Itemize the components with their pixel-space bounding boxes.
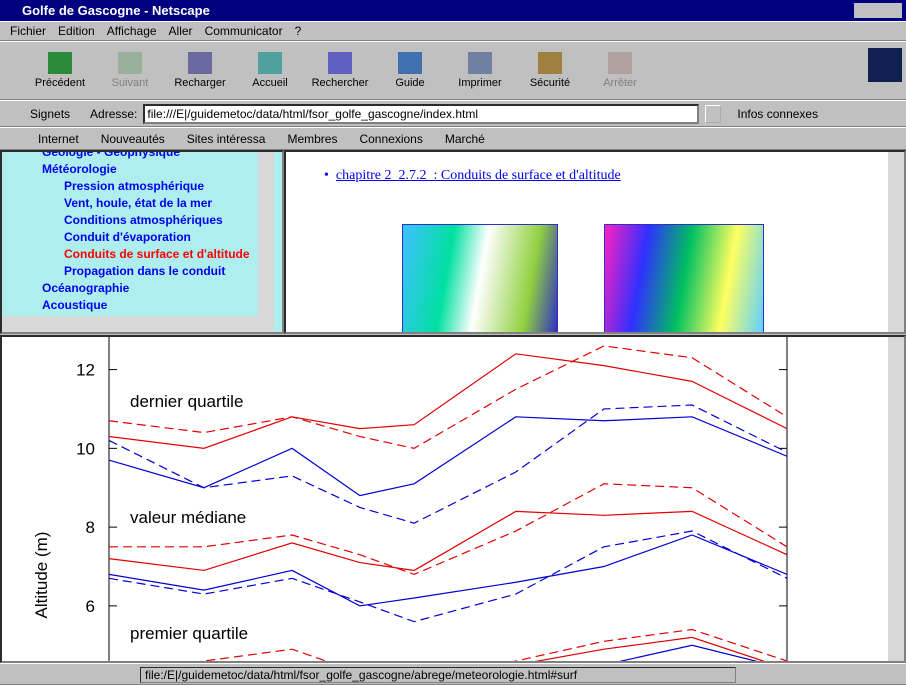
button-label: Sécurité	[529, 77, 571, 89]
series-line	[109, 530, 787, 623]
button-label: Guide	[395, 77, 425, 89]
personal-link[interactable]: Internet	[38, 131, 79, 146]
toolbar-button[interactable]: Précédent	[30, 52, 90, 89]
tree-frame: Géologie - Géophysique Météorologie Pres…	[0, 150, 284, 334]
series-line	[109, 416, 787, 497]
chart-frame: Altitude (m) dernier quartile valeur méd…	[0, 335, 906, 663]
series-line	[109, 534, 787, 607]
chapter-link-row: • chapitre 2 2.7.2 : Conduits de surface…	[324, 168, 621, 183]
menu-item[interactable]: Aller	[168, 24, 193, 38]
menu-item[interactable]: ?	[294, 24, 302, 38]
button-label: Recharger	[174, 77, 226, 89]
annotation: dernier quartile	[130, 392, 243, 411]
navigation-toolbar: Précédent Suivant Recharger Accueil Rech…	[0, 41, 906, 100]
y-tick-label: 6	[86, 597, 95, 616]
y-tick-label: 12	[76, 361, 95, 380]
address-field[interactable]: file:///E|/guidemetoc/data/html/fsor_gol…	[143, 103, 700, 124]
toolbar-button[interactable]: Guide	[380, 52, 440, 89]
address-dropdown[interactable]	[705, 104, 722, 123]
personal-link[interactable]: Membres	[287, 131, 338, 146]
status-text: file:/E|/guidemetoc/data/html/fsor_golfe…	[140, 667, 736, 683]
series-line	[199, 628, 787, 661]
window-title: Golfe de Gascogne - Netscape	[22, 3, 210, 18]
vertical-scrollbar[interactable]	[258, 152, 274, 316]
toolbar-button: Arrêter	[590, 52, 650, 89]
tree-item[interactable]: Pression atmosphérique	[64, 179, 205, 193]
tree-item[interactable]: Vent, houle, état de la mer	[64, 196, 213, 210]
toolbar-button[interactable]: Rechercher	[310, 52, 370, 89]
button-label: Rechercher	[311, 77, 369, 89]
thumbnail[interactable]	[604, 224, 764, 332]
tree-item[interactable]: Géologie - Géophysique	[42, 150, 181, 159]
personal-link[interactable]: Connexions	[359, 131, 423, 146]
tree-item[interactable]: Océanographie	[42, 281, 130, 295]
tree-item[interactable]: Conditions atmosphériques	[64, 213, 223, 227]
toolbar-button: Suivant	[100, 52, 160, 89]
button-label: Imprimer	[458, 77, 502, 89]
series-line	[109, 345, 787, 449]
window-controls[interactable]	[854, 3, 902, 18]
series-line	[109, 404, 787, 524]
menu-item[interactable]: Edition	[58, 24, 95, 38]
tree-item[interactable]: Propagation dans le conduit	[64, 264, 226, 278]
plot-lines	[109, 345, 787, 661]
series-line	[109, 483, 787, 576]
series-line	[109, 353, 787, 449]
location-bar: Signets Adresse: file:///E|/guidemetoc/d…	[0, 100, 906, 127]
menu-bar: Fichier Edition Affichage Aller Communic…	[0, 21, 906, 41]
vertical-scrollbar[interactable]	[888, 152, 904, 332]
menu-item[interactable]: Affichage	[106, 24, 157, 38]
chart: Altitude (m) dernier quartile valeur méd…	[32, 337, 788, 661]
tree-item[interactable]: Conduit d'évaporation	[64, 230, 191, 244]
chapter-link[interactable]: chapitre 2 2.7.2 : Conduits de surface e…	[335, 168, 621, 183]
annotation: premier quartile	[130, 624, 248, 643]
vertical-scrollbar[interactable]	[888, 337, 904, 661]
tree-item[interactable]: Acoustique	[42, 298, 108, 312]
annotation: valeur médiane	[130, 508, 246, 527]
thumbnail[interactable]	[402, 224, 558, 332]
toolbar-button[interactable]: Sécurité	[520, 52, 580, 89]
toolbar-button[interactable]: Recharger	[170, 52, 230, 89]
menu-item[interactable]: Communicator	[204, 24, 283, 38]
personal-link[interactable]: Nouveautés	[100, 131, 165, 146]
y-tick-label: 8	[86, 518, 95, 537]
bookmarks-button[interactable]: Signets	[30, 106, 71, 121]
y-tick-label: 10	[76, 439, 95, 458]
content-frame: • chapitre 2 2.7.2 : Conduits de surface…	[284, 150, 906, 334]
button-label: Accueil	[252, 77, 288, 89]
tree-item[interactable]: Conduits de surface et d'altitude	[64, 247, 250, 261]
address-label: Adresse:	[90, 106, 138, 121]
title-bar: Golfe de Gascogne - Netscape	[0, 0, 906, 21]
horizontal-scrollbar[interactable]	[2, 316, 274, 332]
button-label: Suivant	[111, 77, 149, 89]
series-line	[109, 510, 787, 572]
series-line	[534, 636, 766, 661]
personal-toolbar: Internet Nouveautés Sites intéressa Memb…	[0, 127, 906, 150]
related-button[interactable]: Infos connexes	[737, 106, 819, 121]
netscape-logo	[868, 48, 902, 82]
y-axis-label: Altitude (m)	[32, 532, 51, 619]
button-label: Précédent	[34, 77, 86, 89]
button-label: Arrêter	[603, 77, 637, 89]
personal-link[interactable]: Marché	[444, 131, 485, 146]
tree-item[interactable]: Météorologie	[42, 162, 117, 176]
toolbar-button[interactable]: Accueil	[240, 52, 300, 89]
series-line	[618, 644, 758, 661]
toolbar-button[interactable]: Imprimer	[450, 52, 510, 89]
status-bar: file:/E|/guidemetoc/data/html/fsor_golfe…	[0, 663, 906, 685]
menu-item[interactable]: Fichier	[10, 24, 47, 38]
tree: Géologie - Géophysique Météorologie Pres…	[42, 150, 250, 314]
personal-link[interactable]: Sites intéressa	[186, 131, 266, 146]
